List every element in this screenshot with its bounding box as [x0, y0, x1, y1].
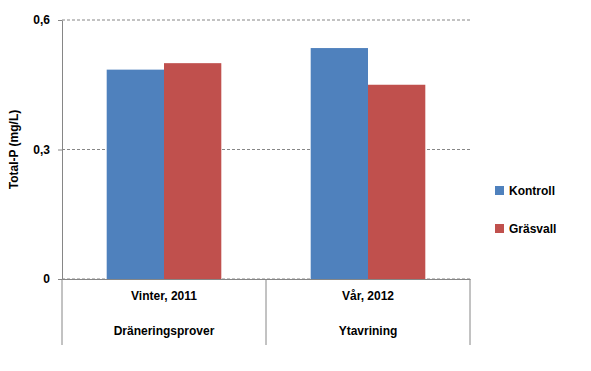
category-separators [62, 279, 470, 345]
legend-swatch [495, 224, 504, 233]
category-separator [62, 279, 63, 345]
chart: 0 0,3 0,6 Total-P (mg/L) Vinter, 2011 Vår, 20… [0, 0, 591, 371]
category-group-label: Ytavrining [339, 324, 398, 338]
grid [62, 20, 470, 279]
category-separator [470, 279, 471, 345]
grid-line [62, 20, 470, 21]
y-axis-title: Total-P (mg/L) [7, 110, 21, 190]
legend: Kontroll Gräsvall [495, 184, 556, 236]
legend-swatch [495, 186, 504, 195]
y-tick-label: 0 [43, 272, 50, 286]
y-tick-label: 0,3 [33, 143, 50, 157]
y-axis: 0 0,3 0,6 [33, 13, 62, 286]
bar [164, 63, 221, 279]
y-tick-mark [58, 150, 62, 151]
bar [107, 70, 164, 279]
y-tick: 0,6 [33, 13, 62, 27]
x-tick-label: Vår, 2012 [342, 289, 394, 303]
y-axis-line [62, 21, 63, 280]
x-tick-label: Vinter, 2011 [131, 289, 197, 303]
bar [311, 48, 368, 279]
x-tick: Vinter, 2011 [131, 289, 197, 303]
y-tick-mark [58, 279, 62, 280]
legend-label: Kontroll [509, 184, 555, 198]
y-tick-label: 0,6 [33, 13, 50, 27]
y-tick: 0 [43, 272, 62, 286]
x-tick: Vår, 2012 [342, 289, 394, 303]
bar [368, 85, 425, 279]
bars [107, 48, 426, 279]
category-separator [266, 279, 267, 345]
y-tick-mark [58, 20, 62, 21]
legend-label: Gräsvall [509, 222, 556, 236]
y-tick: 0,3 [33, 143, 62, 157]
category-group-label: Dräneringsprover [114, 324, 215, 338]
